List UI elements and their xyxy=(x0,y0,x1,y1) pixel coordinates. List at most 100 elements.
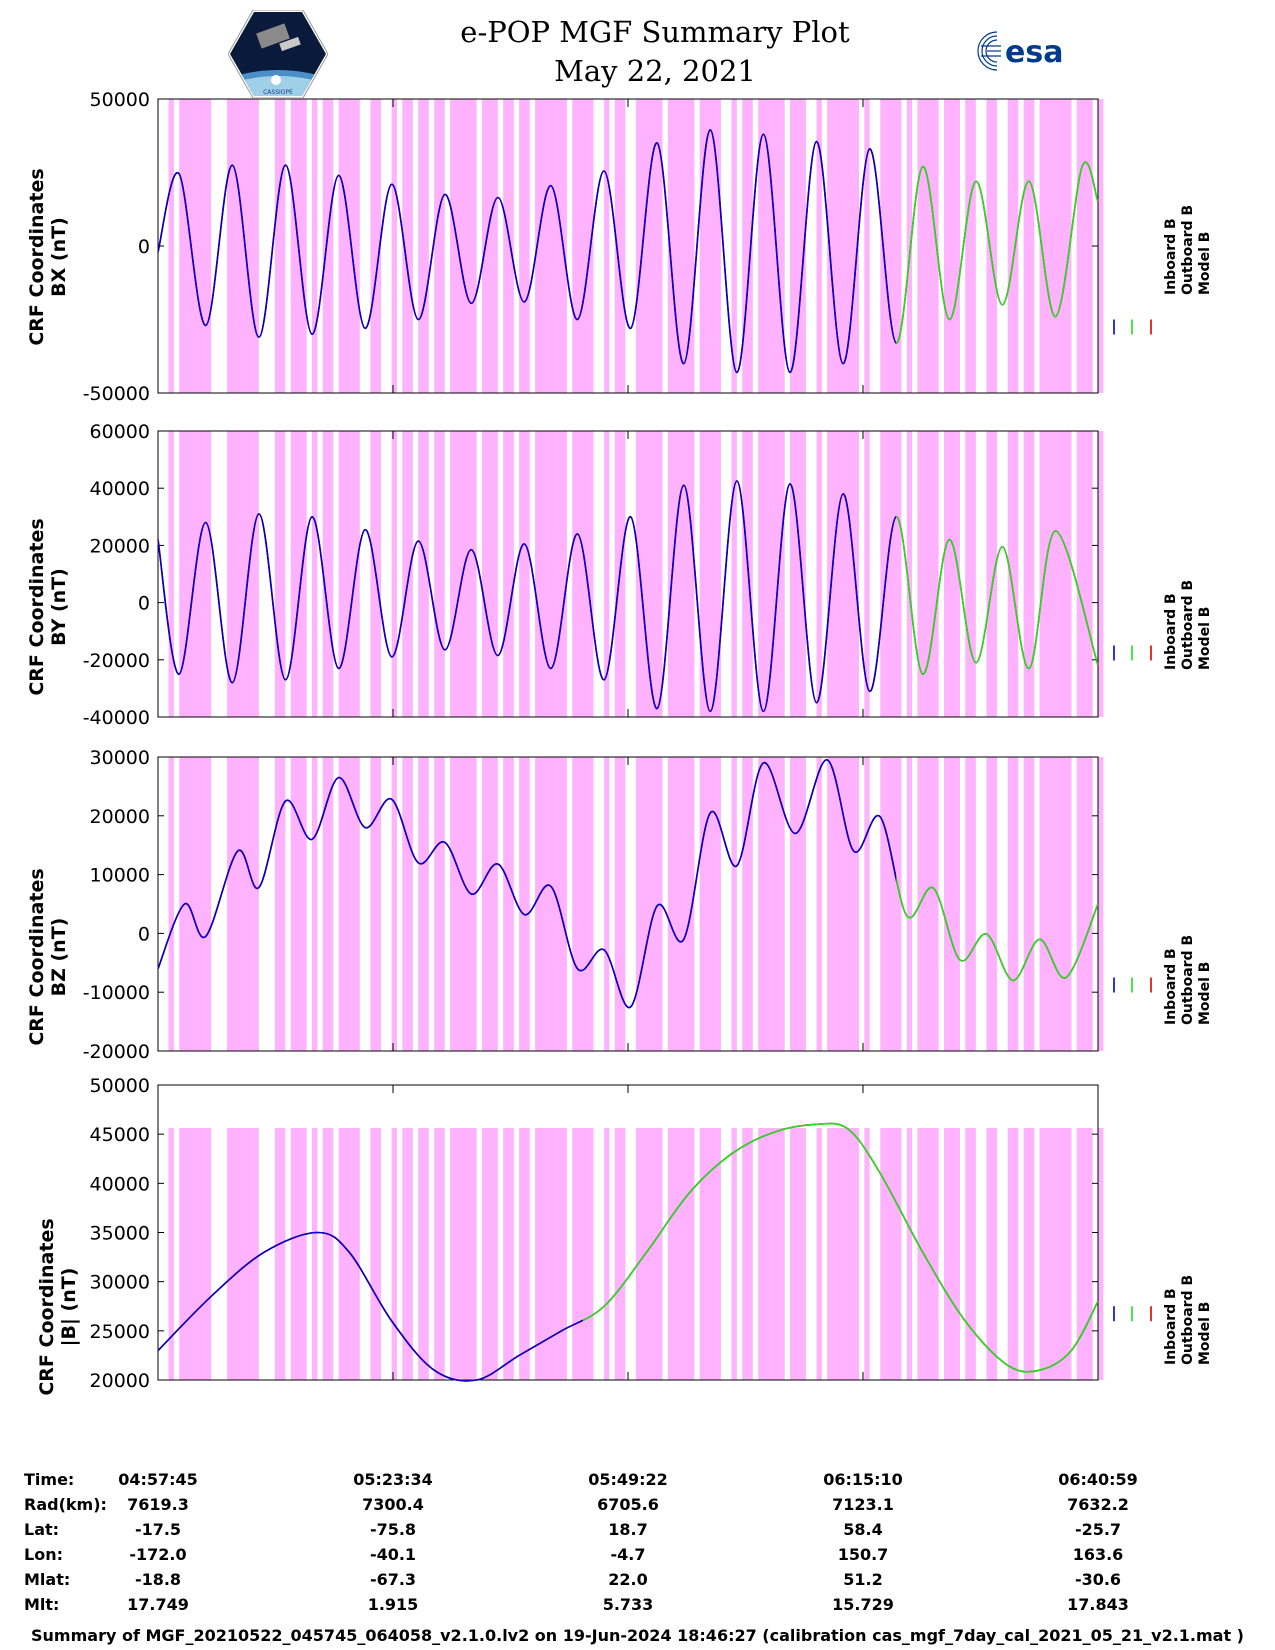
eph-value-c2-r3: -4.7 xyxy=(610,1545,646,1564)
panel1-shade-19 xyxy=(604,99,610,393)
panel3-ytick-label-3: 0 xyxy=(138,923,150,945)
panel4-shade-12 xyxy=(434,1128,445,1380)
panel4-ytick-label-2: 40000 xyxy=(90,1173,150,1195)
panel4-shade-22 xyxy=(667,1128,695,1380)
panel4-ytick-label-3: 35000 xyxy=(90,1223,150,1245)
panel1-shade-40 xyxy=(1076,99,1093,393)
panel4-ytick-label-1: 45000 xyxy=(90,1124,150,1146)
eph-label-time: Time: xyxy=(24,1470,75,1489)
panel2-shade-5 xyxy=(312,431,318,717)
panel2-shade-27 xyxy=(789,431,806,717)
panel3-ytick-label-5: -20000 xyxy=(83,1041,150,1063)
panel4-shade-21 xyxy=(635,1128,663,1380)
panel1-shade-30 xyxy=(864,99,870,393)
eph-value-c4-r5: 17.843 xyxy=(1067,1595,1129,1614)
panel2-shade-28 xyxy=(816,431,822,717)
panel4-legend: Inboard B Outboard B Model B xyxy=(1163,1274,1213,1365)
eph-value-c1-r2: -75.8 xyxy=(369,1520,417,1539)
panel2-shade-40 xyxy=(1076,431,1093,717)
panel4-shade-23 xyxy=(699,1128,721,1380)
panel3-ytick-label-4: -10000 xyxy=(83,982,150,1004)
panel2-shade-16 xyxy=(519,431,530,717)
panel2-shade-12 xyxy=(434,431,445,717)
panel4-ytick-label-4: 30000 xyxy=(90,1272,150,1294)
svg-text:esa: esa xyxy=(1005,35,1063,70)
eph-value-c2-r1: 6705.6 xyxy=(597,1495,659,1514)
panel2-legend: Inboard B Outboard B Model B xyxy=(1163,579,1213,670)
esa-logo: esa xyxy=(977,31,1063,71)
panel1-shade-14 xyxy=(481,99,498,393)
panel1-shade-9 xyxy=(391,99,397,393)
panel4-shade-33 xyxy=(917,1128,939,1380)
panel2-ytick-label-0: 60000 xyxy=(90,421,150,443)
panel3-shade-5 xyxy=(312,757,318,1051)
panel2-ytick-label-1: 40000 xyxy=(90,478,150,500)
panel4-inboard-line xyxy=(158,1231,583,1382)
panel1-shade-7 xyxy=(338,99,360,393)
panel4-shade-5 xyxy=(312,1128,318,1380)
panel3-legend: Inboard B Outboard B Model B xyxy=(1163,934,1213,1025)
panel1-shade-28 xyxy=(816,99,822,393)
panel2-shade-41 xyxy=(1098,431,1104,717)
panel1-shade-15 xyxy=(503,99,514,393)
eph-value-c4-r3: 163.6 xyxy=(1072,1545,1124,1564)
panel3-shade-40 xyxy=(1076,757,1093,1051)
eph-value-c1-r4: -67.3 xyxy=(369,1570,417,1589)
panel3-shade-14 xyxy=(481,757,498,1051)
panel3-shade-29 xyxy=(827,757,860,1051)
eph-value-c4-r1: 7632.2 xyxy=(1067,1495,1129,1514)
panel2-shade-32 xyxy=(906,431,913,717)
panel1-shade-36 xyxy=(986,99,998,393)
panel2-shade-7 xyxy=(338,431,360,717)
eph-value-c2-r5: 5.733 xyxy=(602,1595,654,1614)
eph-value-c0-r4: -18.8 xyxy=(134,1570,182,1589)
panel1-shade-25 xyxy=(742,99,753,393)
panel4-shade-14 xyxy=(481,1128,498,1380)
cassiope-logo: CASSIOPE xyxy=(228,10,328,98)
eph-value-c2-r4: 22.0 xyxy=(608,1570,648,1589)
panel3-shade-38 xyxy=(1023,757,1035,1051)
eph-value-c2-r0: 05:49:22 xyxy=(588,1470,668,1489)
panel1-ytick-label-1: 0 xyxy=(138,236,150,258)
panel1-shade-12 xyxy=(434,99,445,393)
panel3-shade-34 xyxy=(943,757,960,1051)
eph-value-c0-r5: 17.749 xyxy=(127,1595,189,1614)
panel2-shade-23 xyxy=(699,431,721,717)
panel4-shade-25 xyxy=(742,1128,753,1380)
panel3-shade-25 xyxy=(742,757,753,1051)
panel2-shade-0 xyxy=(168,431,174,717)
panel1-ytick-label-0: 50000 xyxy=(90,89,150,111)
panel4-shade-1 xyxy=(179,1128,212,1380)
panel3-ytick-label-0: 30000 xyxy=(90,747,150,769)
panel4-shade-8 xyxy=(370,1128,382,1380)
panel4-shade-37 xyxy=(1007,1128,1019,1380)
panel1-shade-16 xyxy=(519,99,530,393)
panel3-shade-28 xyxy=(816,757,822,1051)
eph-value-c0-r1: 7619.3 xyxy=(127,1495,189,1514)
panel3-shade-9 xyxy=(391,757,397,1051)
panel4-ytick-label-5: 25000 xyxy=(90,1321,150,1343)
panel2-shade-17 xyxy=(535,431,567,717)
panel4-shade-20 xyxy=(614,1128,626,1380)
panel2-shade-33 xyxy=(917,431,939,717)
panel3-shade-15 xyxy=(503,757,514,1051)
title-line-2: May 22, 2021 xyxy=(554,54,756,88)
panel2-shade-31 xyxy=(880,431,902,717)
panel2-shade-26 xyxy=(758,431,785,717)
panel4-shade-28 xyxy=(816,1128,822,1380)
eph-value-c0-r2: -17.5 xyxy=(134,1520,182,1539)
panel4-shade-30 xyxy=(864,1128,870,1380)
panel3-shade-6 xyxy=(322,757,334,1051)
panel3-shade-35 xyxy=(965,757,976,1051)
panel1-shade-5 xyxy=(312,99,318,393)
panel1-shade-6 xyxy=(322,99,334,393)
panel3-shade-20 xyxy=(614,757,626,1051)
panel4-ylabel: CRF Coordinates |B| (nT) xyxy=(36,1218,80,1396)
panel1-shade-38 xyxy=(1023,99,1035,393)
panel4-shade-4 xyxy=(290,1128,307,1380)
panel3-ytick-label-2: 10000 xyxy=(90,865,150,887)
panel3-inboard-line xyxy=(158,759,897,1009)
panel3-shade-11 xyxy=(418,757,429,1051)
eph-value-c0-r3: -172.0 xyxy=(129,1545,187,1564)
panel1-shade-0 xyxy=(168,99,174,393)
